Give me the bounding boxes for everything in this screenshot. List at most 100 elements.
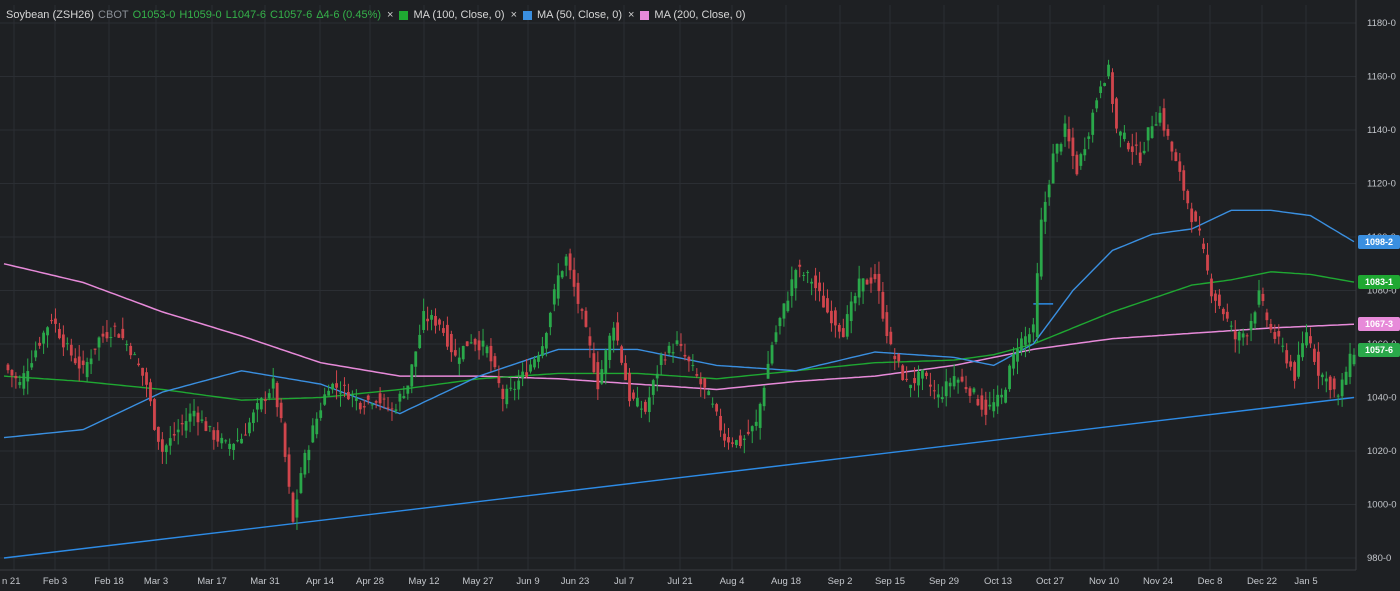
candle-body [1095,100,1099,109]
low-value: L1047-6 [225,9,266,21]
candle-body [1273,332,1277,339]
candle-body [1225,311,1229,319]
candle-body [588,336,592,346]
candle-body [259,398,263,410]
candle-body [263,399,267,402]
ma200-label[interactable]: MA (200, Close, 0) [654,9,746,21]
ma50-label[interactable]: MA (50, Close, 0) [537,9,622,21]
ma200-swatch-icon [640,10,650,20]
candle-body [948,382,952,387]
candle-body [980,395,984,410]
candle-body [469,342,473,344]
y-tick-label: 1140-0 [1367,125,1396,136]
candle-body [826,298,829,313]
candle-body [1079,154,1083,166]
candle-body [1119,131,1122,136]
candle-body [758,403,762,428]
candle-body [790,279,794,296]
x-tick-label: n 21 [2,576,21,587]
candle-body [145,372,148,385]
candle-body [548,312,552,328]
candle-body [58,328,61,339]
candle-body [944,381,948,397]
candle-body [149,382,152,402]
candle-body [38,342,42,346]
x-tick-label: Feb 3 [43,576,67,587]
x-tick-label: May 27 [462,576,493,587]
change-value: Δ4-6 (0.45%) [316,9,382,21]
x-tick-label: Jun 9 [516,576,539,587]
candle-body [1348,353,1352,378]
candle-body [1190,208,1194,223]
candle-body [976,398,980,406]
candle-body [232,443,236,450]
exchange-label: CBOT [98,9,129,21]
candle-body [1328,376,1332,391]
candle-body [960,376,964,382]
x-tick-label: Mar 17 [197,576,227,587]
x-tick-label: Apr 14 [306,576,334,587]
candle-body [1285,350,1289,364]
candle-body [1115,98,1118,129]
x-tick-label: May 12 [408,576,439,587]
x-tick-label: Jul 7 [614,576,634,587]
x-tick-label: Mar 31 [250,576,280,587]
candle-body [533,359,536,368]
y-tick-label: 1120-0 [1367,179,1396,190]
candle-body [695,374,699,376]
candle-body [156,426,160,442]
x-axis: n 21 Feb 3 Feb 18 Mar 3 Mar 17 Mar 31 Apr 14 Ap… [2,576,1318,587]
candle-body [81,360,85,366]
candle-body [153,399,156,430]
candle-body [639,408,643,410]
candle-body [628,372,631,402]
candle-body [905,378,909,380]
candle-body [928,384,932,387]
candle-body [754,421,758,426]
candle-body [236,440,239,442]
candle-body [212,430,216,440]
candle-body [1146,127,1150,141]
remove-ma50-icon[interactable]: × [627,9,635,21]
candle-body [956,379,960,383]
candle-body [50,320,53,322]
candle-body [362,406,366,408]
candle-body [936,394,940,398]
candle-body [224,440,228,442]
candle-body [220,437,224,444]
candle-body [93,348,97,350]
candle-body [1352,354,1356,365]
candle-body [1277,331,1281,337]
candle-body [822,295,825,308]
candle-body [204,421,208,431]
open-value: O1053-0 [132,9,176,21]
ma100-label[interactable]: MA (100, Close, 0) [413,9,505,21]
candle-body [14,375,18,379]
candle-body [188,413,192,422]
candle-body [1075,154,1079,175]
candle-body [477,340,481,351]
candle-body [1091,112,1095,135]
candle-body [493,356,497,368]
remove-ma100-icon[interactable]: × [510,9,517,21]
symbol-label[interactable]: Soybean (ZSH26) [6,9,95,21]
candle-body [350,394,354,396]
x-tick-label: Aug 4 [720,576,745,587]
y-tick-label: 1160-0 [1367,72,1396,83]
candle-body [1233,331,1237,340]
candle-body [1004,389,1008,403]
candle-body [1043,201,1047,222]
candle-body [426,318,430,322]
candle-body [54,318,57,324]
candle-body [988,404,992,407]
candle-body [1324,378,1328,382]
candle-body [117,334,121,338]
ma50-price-badge: 1098-2 [1358,234,1400,249]
candle-body [572,269,576,287]
remove-symbol-icon[interactable]: × [387,9,394,21]
candle-body [560,271,564,278]
candle-body [1313,348,1316,362]
candle-body [667,345,671,354]
